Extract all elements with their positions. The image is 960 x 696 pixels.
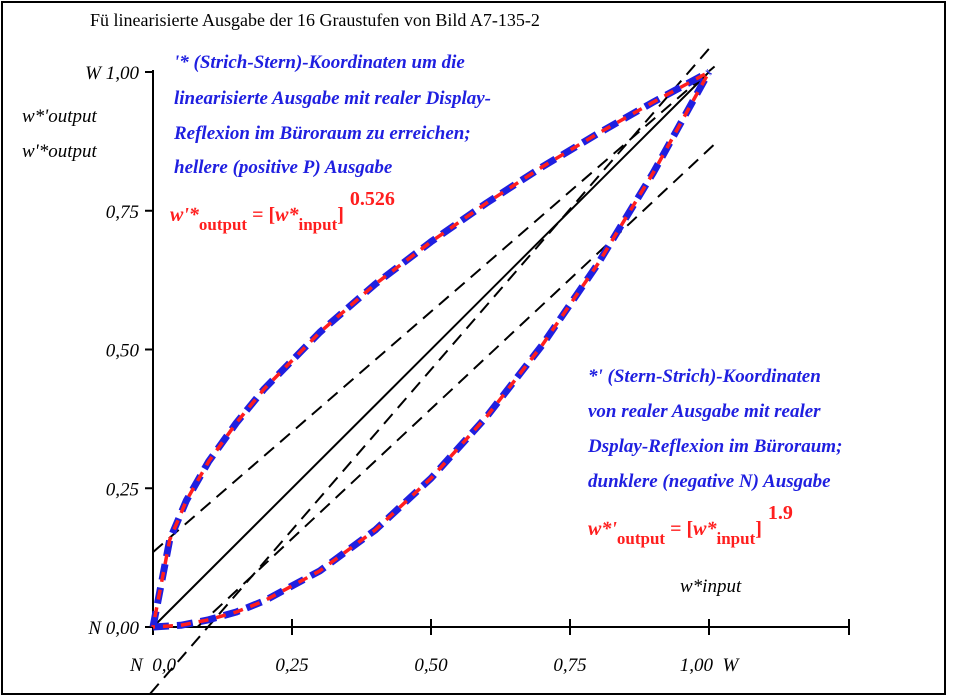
y-tick-label-0: N 0,00 (87, 618, 139, 639)
formula-negative-close: ] (755, 518, 762, 540)
reference-line-2 (152, 65, 716, 553)
series-1-red-line (151, 70, 710, 628)
formula-negative-var-sub: input (717, 529, 756, 548)
formula-negative-lhs-sub: output (617, 529, 666, 548)
x-tick-label-4: 1,00 W (680, 655, 741, 676)
formula-positive-lhs: w'* (170, 204, 200, 226)
y-axis-title-line-1: w*'output (22, 106, 98, 127)
formula-positive-var: w* (275, 204, 299, 226)
annotation-negative-line-1: *' (Stern-Strich)-Koordinaten (588, 366, 821, 387)
y-tick-label-1: 0,25 (106, 479, 139, 500)
formula-negative-eq: = [ (665, 518, 693, 540)
y-tick-label-4: W 1,00 (85, 63, 139, 84)
formula-negative: w*'output = [w*input] 1.9 (588, 502, 793, 548)
reference-line-4 (196, 143, 716, 628)
formula-negative-lhs: w*' (588, 518, 617, 540)
formula-positive-eq: = [ (247, 204, 275, 226)
reference-line-1 (152, 71, 710, 628)
formula-positive-lhs-sub: output (199, 215, 248, 234)
y-axis-title-line-2: w'*output (22, 141, 98, 162)
annotation-positive-line-1: '* (Strich-Stern)-Koordinaten um die (174, 52, 465, 73)
series-2-red-line (152, 71, 711, 629)
formula-positive-close: ] (337, 204, 344, 226)
formula-positive-exp: 0.526 (350, 188, 395, 210)
annotation-negative: *' (Stern-Strich)-Koordinaten von realer… (587, 366, 842, 548)
x-tick-label-0: N 0,0 (129, 655, 176, 676)
x-tick-label-1: 0,25 (275, 655, 308, 676)
annotation-negative-line-4: dunklere (negative N) Ausgabe (588, 471, 831, 492)
y-tick-label-2: 0,50 (106, 341, 140, 362)
formula-negative-var: w* (693, 518, 717, 540)
reference-line-3 (149, 43, 714, 694)
annotation-negative-line-2: von realer Ausgabe mit realer (588, 401, 821, 422)
x-tick-label-3: 0,75 (553, 655, 586, 676)
x-axis-title: w*input (680, 576, 742, 597)
x-tick-label-2: 0,50 (414, 655, 448, 676)
formula-negative-exp: 1.9 (768, 502, 793, 524)
formula-positive: w'*output = [w*input] 0.526 (170, 188, 395, 234)
chart-title: Fü linearisierte Ausgabe der 16 Graustuf… (90, 10, 540, 30)
annotation-negative-line-3: Dsplay-Reflexion im Büroraum; (587, 436, 842, 457)
annotation-positive-line-4: hellere (positive P) Ausgabe (174, 157, 393, 178)
annotation-positive: '* (Strich-Stern)-Koordinaten um die lin… (170, 52, 491, 234)
y-tick-label-3: 0,75 (106, 202, 139, 223)
formula-positive-var-sub: input (299, 215, 338, 234)
annotation-positive-line-2: linearisierte Ausgabe mit realer Display… (174, 88, 491, 109)
annotation-positive-line-3: Reflexion im Büroraum zu erreichen; (173, 123, 471, 144)
